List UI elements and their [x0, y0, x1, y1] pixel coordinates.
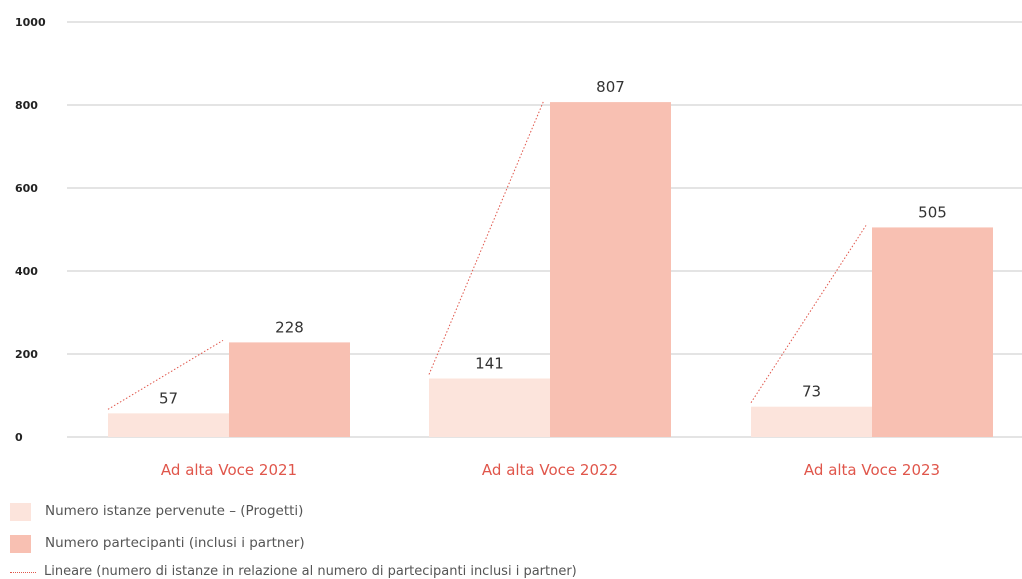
y-tick-label-600: 600	[15, 182, 38, 195]
y-tick-label-800: 800	[15, 99, 38, 112]
legend-swatch-istanze	[10, 503, 31, 521]
x-axis-categories: Ad alta Voce 2021 Ad alta Voce 2022 Ad alt…	[161, 461, 940, 479]
chart: 0 200 400 600 800 1000 57 228 141 807 73 505 Ad al…	[15, 16, 1022, 479]
data-label-s0-c0: 57	[159, 389, 178, 407]
legend-item-partecipanti: Numero partecipanti (inclusi i partner)	[10, 533, 910, 555]
y-axis-ticks: 0 200 400 600 800 1000	[15, 16, 46, 444]
y-tick-label-400: 400	[15, 265, 38, 278]
legend-item-istanze: Numero istanze pervenute – (Progetti)	[10, 501, 910, 523]
legend-label-lineare: Lineare (numero di istanze in relazione …	[44, 564, 577, 579]
y-tick-label-200: 200	[15, 348, 38, 361]
data-label-s0-c2: 73	[802, 383, 821, 401]
data-labels: 57 228 141 807 73 505	[159, 78, 947, 407]
y-tick-label-0: 0	[15, 431, 23, 444]
legend-swatch-partecipanti	[10, 535, 31, 553]
legend-item-lineare: Lineare (numero di istanze in relazione …	[10, 561, 910, 579]
data-label-s1-c1: 807	[596, 78, 625, 96]
bar-s0-c0	[108, 413, 229, 437]
bar-s0-c1	[429, 378, 550, 437]
bars	[108, 102, 993, 437]
x-category-label-0: Ad alta Voce 2021	[161, 461, 297, 479]
trendlines	[107, 99, 867, 410]
data-label-s1-c2: 505	[918, 203, 947, 221]
trendline-c1	[428, 99, 545, 375]
data-label-s0-c1: 141	[475, 354, 504, 372]
bar-s1-c0	[229, 342, 350, 437]
y-tick-label-1000: 1000	[15, 16, 46, 29]
bar-s1-c1	[550, 102, 671, 437]
trendline-c0	[107, 339, 224, 410]
data-label-s1-c0: 228	[275, 318, 304, 336]
x-category-label-2: Ad alta Voce 2023	[804, 461, 940, 479]
x-category-label-1: Ad alta Voce 2022	[482, 461, 618, 479]
legend-label-istanze: Numero istanze pervenute – (Progetti)	[45, 503, 304, 519]
legend-label-partecipanti: Numero partecipanti (inclusi i partner)	[45, 535, 305, 551]
bar-s0-c2	[751, 406, 872, 437]
legend-swatch-lineare	[10, 572, 36, 573]
bar-s1-c2	[872, 227, 993, 437]
trendline-c2	[750, 225, 867, 403]
